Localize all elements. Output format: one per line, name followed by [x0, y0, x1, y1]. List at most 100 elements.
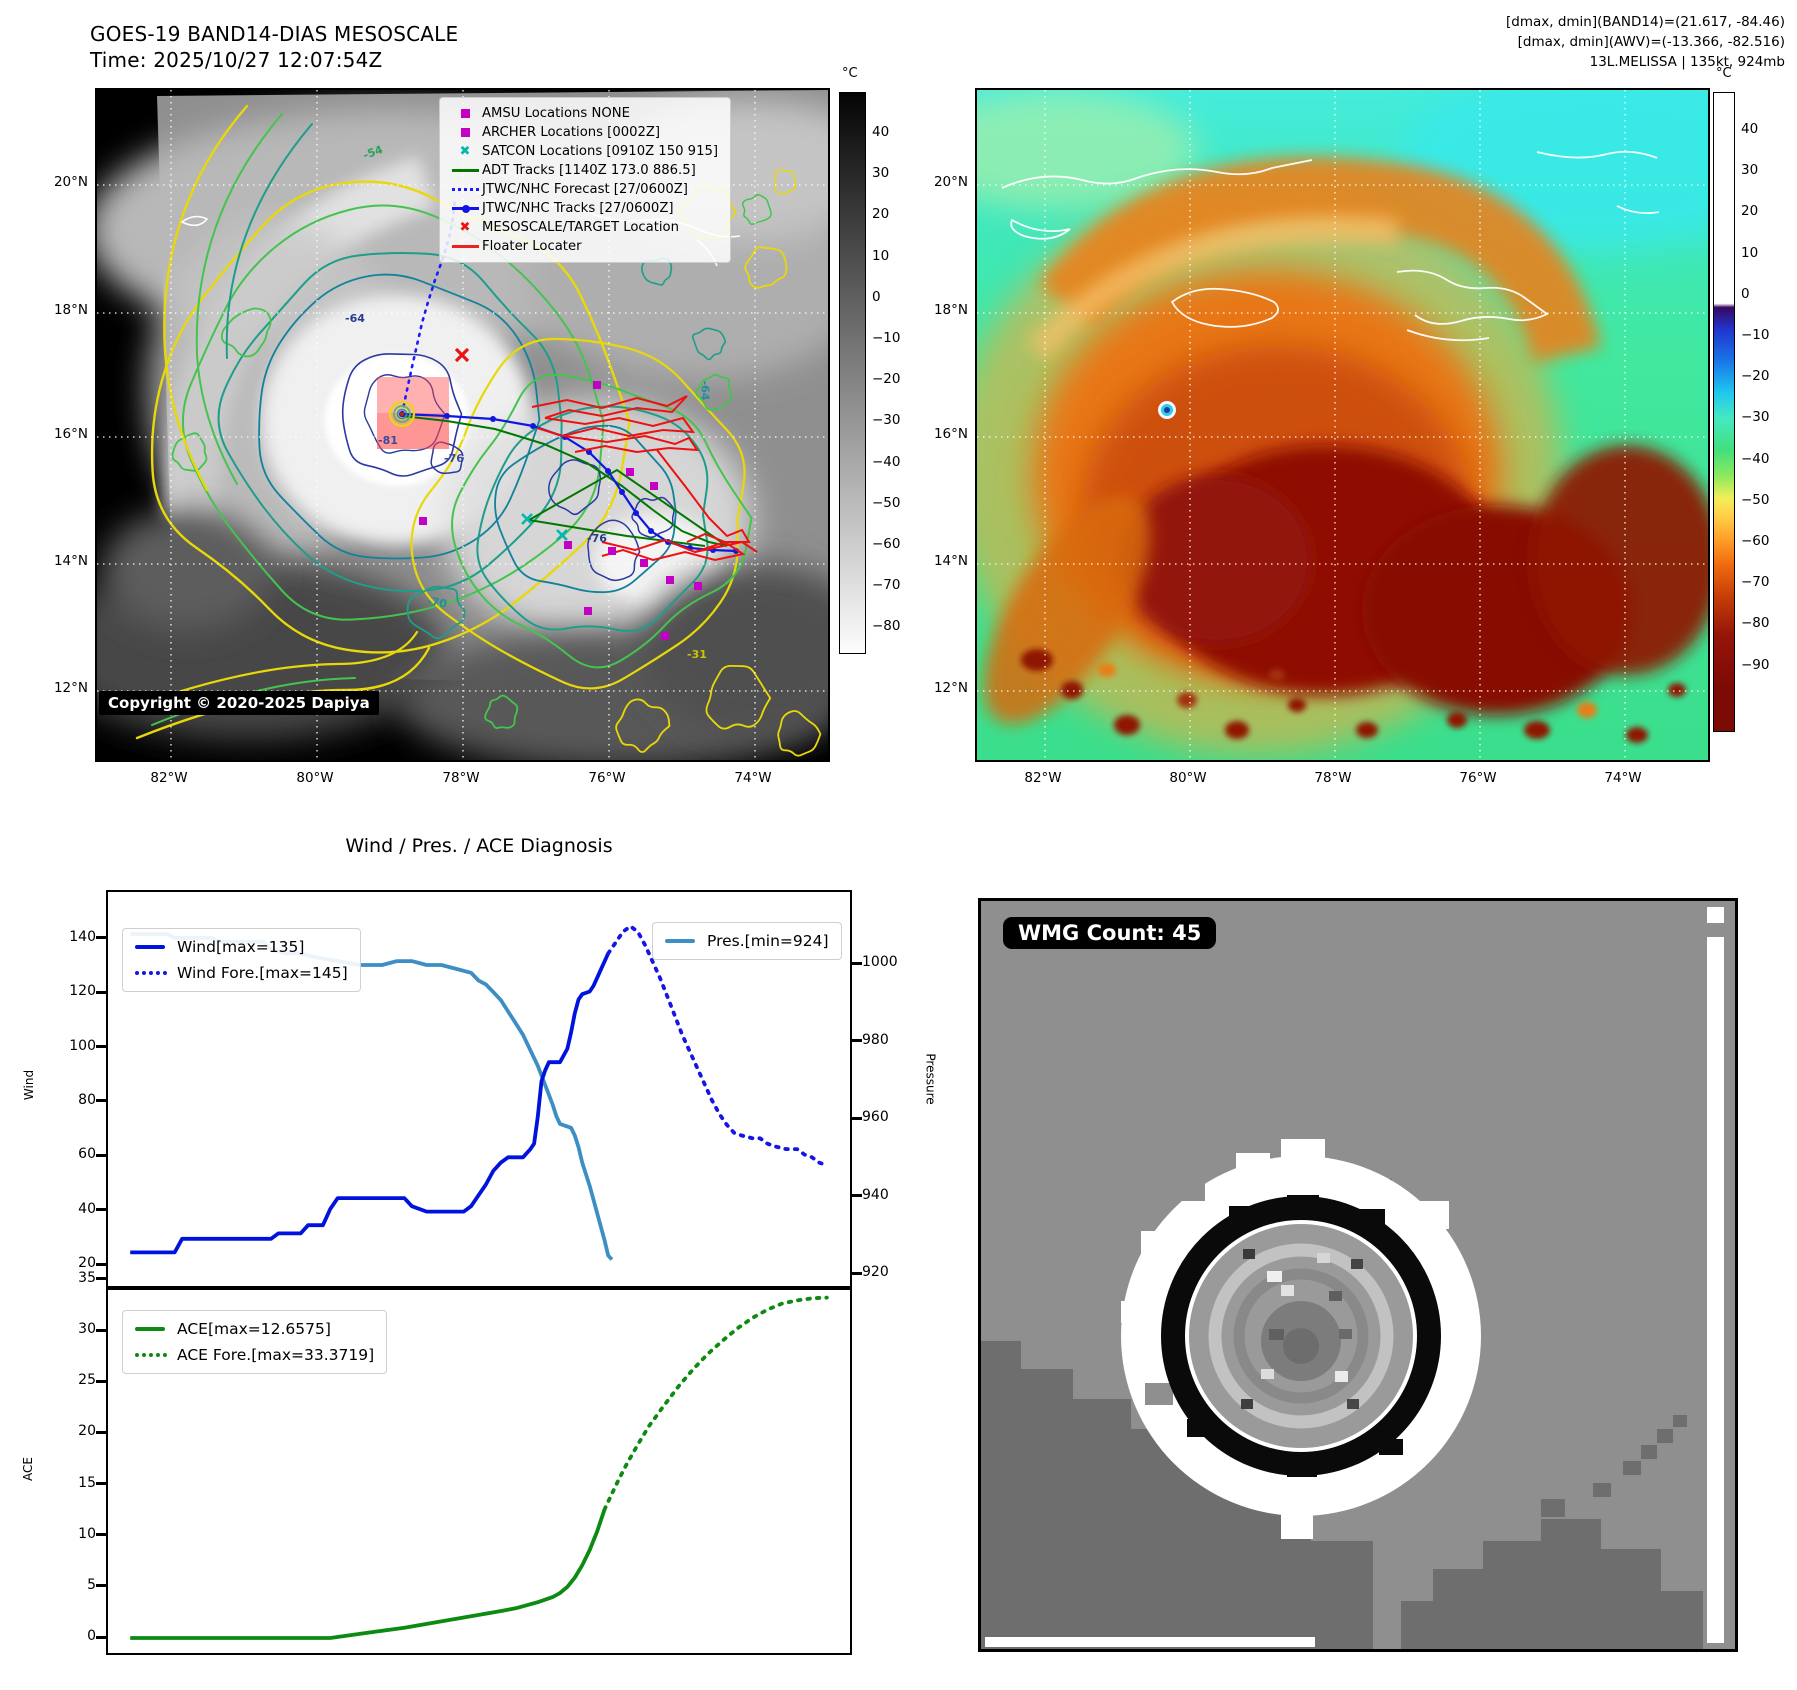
- pressure-axis-title: Pressure: [923, 1053, 938, 1105]
- archer-markers: [419, 381, 702, 640]
- coastlines: [1001, 150, 1660, 342]
- right-colorbar-tick: 30: [1741, 162, 1759, 179]
- wind-ytick: 100: [69, 1037, 96, 1054]
- ace-ytick: 35: [78, 1269, 96, 1286]
- ace-ytick: 5: [87, 1576, 96, 1593]
- ace-legend-label: ACE[max=12.6575]: [177, 1320, 331, 1338]
- left-colorbar-tick: −20: [872, 371, 901, 388]
- wmg-count-badge: WMG Count: 45: [1003, 917, 1217, 949]
- series-wind-max-: [130, 952, 610, 1255]
- right-lon-tick: 76°W: [1459, 770, 1497, 786]
- dmax-dmin-awv: [dmax, dmin](AWV)=(-13.366, -82.516): [1517, 34, 1785, 50]
- target-x-marker: [454, 347, 470, 363]
- wind-ytick-mark: [96, 990, 106, 994]
- right-colorbar-tick: −80: [1741, 615, 1770, 632]
- pressure-ytick-mark: [852, 1039, 862, 1042]
- wind-ytick-mark: [96, 1099, 106, 1103]
- wind-ytick-mark: [96, 1262, 106, 1266]
- dotted-line-marker-icon: [448, 188, 482, 191]
- legend-label: MESOSCALE/TARGET Location: [482, 220, 679, 235]
- right-colorbar-tick: −40: [1741, 450, 1770, 467]
- left-lon-tick: 78°W: [442, 770, 480, 786]
- right-lat-tick: 12°N: [933, 680, 968, 696]
- right-colorbar-tick: −30: [1741, 409, 1770, 426]
- legend-item-4: JTWC/NHC Forecast [27/0600Z]: [448, 180, 720, 199]
- right-colorbar-tick: 20: [1741, 203, 1759, 220]
- left-colorbar-tick: 0: [872, 288, 881, 305]
- right-lon-tick: 78°W: [1314, 770, 1352, 786]
- wind-ytick-mark: [96, 936, 106, 940]
- wmg-count-label: WMG Count: 45: [1003, 917, 1217, 949]
- left-lat-tick: 14°N: [53, 553, 88, 569]
- right-colorbar: [1713, 92, 1735, 732]
- left-lat-tick: 18°N: [53, 302, 88, 318]
- ace-ytick-mark: [96, 1482, 106, 1486]
- page-title: GOES-19 BAND14-DIAS MESOSCALE: [90, 22, 459, 46]
- right-colorbar-tick: −20: [1741, 368, 1770, 385]
- ace-ytick: 0: [87, 1628, 96, 1644]
- contour-label: -64: [698, 380, 712, 401]
- dmax-dmin-band14: [dmax, dmin](BAND14)=(21.617, -84.46): [1505, 14, 1785, 30]
- pressure-ytick: 940: [862, 1186, 889, 1203]
- square-marker-icon: [448, 128, 482, 137]
- pressure-ytick: 980: [862, 1031, 889, 1048]
- x-marker-icon: ✖: [459, 220, 471, 235]
- wind-fore-swatch: [135, 971, 177, 975]
- series-ace-fore-max-: [602, 1295, 829, 1512]
- legend-label: AMSU Locations NONE: [482, 106, 630, 121]
- pressure-ytick-mark: [852, 1271, 862, 1275]
- legend-item-5: JTWC/NHC Tracks [27/0600Z]: [448, 199, 720, 218]
- left-lon-tick: 74°W: [734, 770, 772, 786]
- storm-eye: [388, 400, 416, 428]
- legend-item-6: ✖ MESOSCALE/TARGET Location: [448, 218, 720, 237]
- left-colorbar-unit: °C: [842, 66, 858, 81]
- wind-fore-legend-label: Wind Fore.[max=145]: [177, 964, 348, 982]
- pressure-ytick-mark: [852, 1194, 862, 1197]
- ace-ytick: 20: [78, 1423, 96, 1440]
- band14-satellite-map: AMSU Locations NONE ARCHER Locations [000…: [95, 88, 830, 762]
- right-lat-tick: 14°N: [933, 553, 968, 569]
- wind-pressure-chart: Wind[max=135] Wind Fore.[max=145] Pres.[…: [106, 890, 852, 1288]
- right-colorbar-tick: −70: [1741, 574, 1770, 591]
- right-colorbar-unit: °C: [1716, 66, 1732, 81]
- right-colorbar-tick: −50: [1741, 491, 1770, 508]
- ace-line-swatch: [135, 1327, 177, 1331]
- ace-ytick-mark: [96, 1584, 106, 1588]
- wind-ytick: 20: [78, 1255, 96, 1271]
- pressure-legend: Pres.[min=924]: [652, 922, 842, 960]
- right-lat-tick: 20°N: [933, 174, 968, 190]
- right-lon-tick: 82°W: [1024, 770, 1062, 786]
- map-legend: AMSU Locations NONE ARCHER Locations [000…: [439, 97, 731, 263]
- ace-ytick-mark: [96, 1430, 106, 1434]
- legend-label: Floater Locater: [482, 239, 582, 254]
- wind-ytick: 60: [78, 1146, 96, 1163]
- contour-label: -76: [587, 532, 607, 545]
- right-lat-tick: 16°N: [933, 426, 968, 442]
- left-colorbar: [839, 92, 866, 654]
- left-colorbar-tick: 20: [872, 206, 890, 223]
- line-marker-icon: [448, 245, 482, 248]
- legend-item-0: AMSU Locations NONE: [448, 104, 720, 123]
- wmg-eye-core: [1189, 1224, 1413, 1448]
- storm-id-intensity: 13L.MELISSA | 135kt, 924mb: [1589, 54, 1785, 70]
- wmg-eyewall-ring: [1161, 1195, 1441, 1477]
- legend-item-1: ARCHER Locations [0002Z]: [448, 123, 720, 142]
- ace-ytick-mark: [96, 1379, 106, 1383]
- right-colorbar-tick: 0: [1741, 285, 1750, 302]
- right-lon-tick: 80°W: [1169, 770, 1207, 786]
- right-colorbar-tick: −90: [1741, 656, 1770, 673]
- square-marker-icon: [448, 109, 482, 118]
- right-lon-tick: 74°W: [1604, 770, 1642, 786]
- floater-track: [531, 395, 758, 562]
- ace-fore-swatch: [135, 1353, 177, 1357]
- left-lat-tick: 12°N: [53, 680, 88, 696]
- left-lat-tick: 16°N: [53, 426, 88, 442]
- legend-label: ARCHER Locations [0002Z]: [482, 125, 661, 140]
- line-dot-marker-icon: [448, 204, 482, 213]
- pres-legend-label: Pres.[min=924]: [707, 932, 829, 950]
- left-lat-tick: 20°N: [53, 174, 88, 190]
- left-lon-tick: 76°W: [588, 770, 626, 786]
- adt-track: [401, 415, 728, 547]
- wind-ytick-mark: [96, 1153, 106, 1157]
